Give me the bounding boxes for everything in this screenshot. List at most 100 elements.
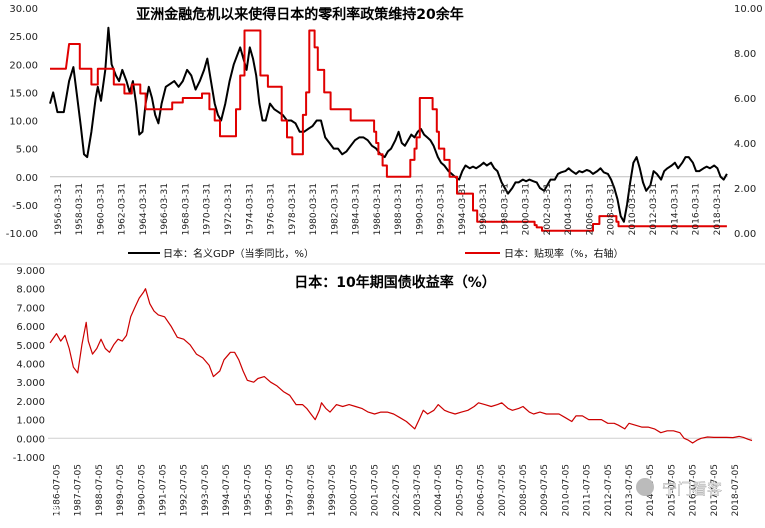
series-line-nominal-gdp [49,26,728,223]
x-tick-label: 1992-07-05 [180,464,190,516]
x-tick-label: 2012-07-05 [604,464,614,516]
x-tick-label: 2010-03-31 [628,183,638,235]
x-tick-label: 2003-07-05 [413,464,423,516]
y-left-tick-label: 0.00 [16,173,38,184]
watermark-left-logo-icon [7,501,21,515]
y-left-tick-label: -10.00 [6,229,38,240]
y-right-tick-label: 10.00 [734,4,763,15]
x-tick-label: 1991-07-05 [159,464,169,516]
x-tick-label: 2002-03-31 [543,183,553,235]
x-tick-label: 1976-03-31 [267,183,277,235]
x-tick-label: 1972-03-31 [224,183,234,235]
x-tick-label: 1997-07-05 [286,464,296,516]
y-right-tick-label: 2.00 [734,184,756,195]
x-tick-label: 2007-07-05 [498,464,508,516]
series-line-discount-rate [50,29,727,232]
y-left-tick-label: 10.00 [9,117,38,128]
x-tick-label: 1974-03-31 [245,183,255,235]
watermark-right: 宁门看客 [636,478,722,498]
x-tick-label: 1960-03-31 [96,183,106,235]
y-tick-label: -1.000 [13,453,45,464]
y-tick-label: 4.000 [16,360,45,371]
y-left-tick-label: 15.00 [9,88,38,99]
y-tick-label: 7.000 [16,303,45,314]
y-tick-label: 8.000 [16,285,45,296]
watermark-left-text: 大数跨境 [26,502,70,516]
x-tick-label: 2016-07-05 [689,464,699,516]
x-tick-label: 1964-03-31 [139,183,149,235]
x-tick-label: 1986-07-05 [52,464,62,516]
x-tick-label: 1998-03-31 [500,183,510,235]
bottom-chart-title: 日本：10年期国债收益率（%） [294,274,496,291]
y-tick-label: 5.000 [16,341,45,352]
watermark-right-logo-icon [636,478,654,496]
y-tick-label: 6.000 [16,322,45,333]
x-tick-label: 2008-03-31 [607,183,617,235]
x-tick-label: 2016-03-31 [692,183,702,235]
x-tick-label: 1992-03-31 [437,183,447,235]
top-chart-title: 亚洲金融危机以来使得日本的零利率政策维持20余年 [136,6,463,23]
x-tick-label: 2010-07-05 [561,464,571,516]
x-tick-label: 2002-07-05 [392,464,402,516]
watermark-left: 大数跨境 [7,501,70,516]
legend-label-gdp: 日本：名义GDP（当季同比，%） [163,247,314,260]
x-tick-label: 2000-07-05 [349,464,359,516]
y-left-tick-label: -5.00 [12,201,38,212]
y-right-tick-label: 8.00 [734,49,756,60]
y-right-tick-label: 0.00 [734,229,756,240]
top-legend: 日本：名义GDP（当季同比，%） 日本：贴现率（%，右轴） [128,247,624,260]
x-tick-label: 1988-03-31 [394,183,404,235]
x-tick-label: 2011-07-05 [583,464,593,516]
y-tick-label: 1.000 [16,416,45,427]
x-tick-label: 2013-07-05 [625,464,635,516]
y-right-tick-label: 4.00 [734,139,756,150]
x-tick-label: 2015-07-05 [667,464,677,516]
x-tick-label: 1956-03-31 [54,183,64,235]
x-tick-label: 1970-03-31 [203,183,213,235]
x-tick-label: 2008-07-05 [519,464,529,516]
x-tick-label: 1990-07-05 [137,464,147,516]
x-tick-label: 2006-03-31 [585,183,595,235]
x-tick-label: 1968-03-31 [181,183,191,235]
x-tick-label: 1998-07-05 [307,464,317,516]
x-tick-label: 2004-03-31 [564,183,574,235]
x-tick-label: 1995-07-05 [243,464,253,516]
x-tick-label: 2017-07-05 [710,464,720,516]
watermark-right-text: 宁门看客 [662,480,722,498]
x-tick-label: 2012-03-31 [649,183,659,235]
x-tick-label: 1994-07-05 [222,464,232,516]
x-tick-label: 1999-07-05 [328,464,338,516]
x-tick-label: 1978-03-31 [288,183,298,235]
y-right-tick-label: 6.00 [734,94,756,105]
x-tick-label: 2018-07-05 [731,464,741,516]
y-left-tick-label: 30.00 [9,4,38,15]
x-tick-label: 2000-03-31 [522,183,532,235]
y-tick-label: 2.000 [16,397,45,408]
x-tick-label: 1988-07-05 [95,464,105,516]
x-tick-label: 2009-07-05 [540,464,550,516]
series-line-jgb-10y [49,288,753,444]
x-tick-label: 1980-03-31 [309,183,319,235]
y-left-tick-label: 25.00 [9,32,38,43]
y-tick-label: 3.000 [16,378,45,389]
x-tick-label: 1962-03-31 [118,183,128,235]
legend-label-discount-rate: 日本：贴现率（%，右轴） [504,247,624,260]
x-tick-label: 2004-07-05 [434,464,444,516]
x-tick-label: 1989-07-05 [116,464,126,516]
x-tick-label: 1994-03-31 [458,183,468,235]
x-tick-label: 2018-03-31 [713,183,723,235]
x-tick-label: 2014-03-31 [670,183,680,235]
x-tick-label: 1984-03-31 [352,183,362,235]
x-tick-label: 1990-03-31 [415,183,425,235]
x-tick-label: 1982-03-31 [330,183,340,235]
x-tick-label: 1986-03-31 [373,183,383,235]
x-tick-label: 1987-07-05 [74,464,84,516]
y-left-tick-label: 5.00 [16,145,38,156]
x-tick-label: 2006-07-05 [477,464,487,516]
x-tick-label: 1996-03-31 [479,183,489,235]
x-tick-label: 1996-07-05 [265,464,275,516]
y-tick-label: 9.000 [16,266,45,277]
x-tick-label: 2005-07-05 [455,464,465,516]
